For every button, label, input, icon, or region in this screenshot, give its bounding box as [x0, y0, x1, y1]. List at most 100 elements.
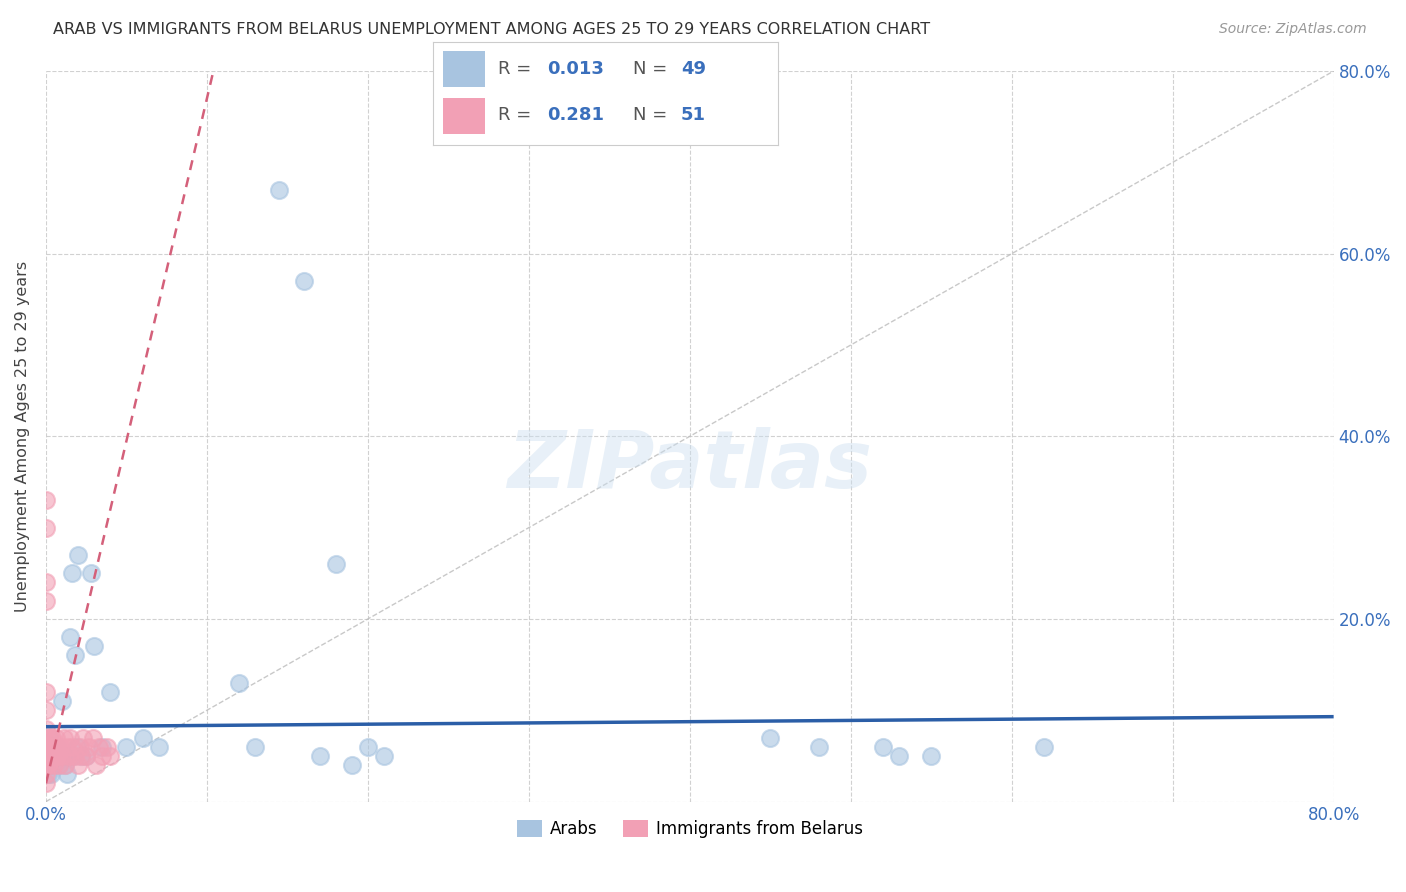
Point	[35, 703, 58, 717]
Point	[56, 739, 79, 754]
Point	[35, 685, 58, 699]
Text: 49: 49	[681, 60, 706, 78]
Text: R =: R =	[499, 60, 537, 78]
Point	[920, 748, 942, 763]
Point	[340, 758, 363, 772]
Point	[807, 739, 830, 754]
Point	[37, 731, 59, 745]
Point	[269, 183, 291, 197]
Point	[45, 731, 67, 745]
Point	[46, 739, 69, 754]
Point	[58, 748, 80, 763]
Point	[75, 748, 97, 763]
Point	[35, 767, 58, 781]
Point	[80, 566, 103, 581]
Text: N =: N =	[633, 60, 673, 78]
Point	[84, 758, 107, 772]
Point	[67, 548, 90, 562]
Point	[51, 748, 73, 763]
Point	[35, 521, 58, 535]
Point	[52, 748, 75, 763]
Point	[38, 758, 60, 772]
Point	[62, 748, 84, 763]
Point	[45, 748, 67, 763]
Point	[35, 593, 58, 607]
Point	[39, 748, 62, 763]
Point	[292, 274, 315, 288]
Text: ZIPatlas: ZIPatlas	[508, 426, 872, 505]
Point	[759, 731, 782, 745]
Point	[41, 731, 63, 745]
Point	[39, 731, 62, 745]
Point	[37, 739, 59, 754]
Point	[373, 748, 395, 763]
Point	[357, 739, 380, 754]
Point	[41, 758, 63, 772]
Point	[245, 739, 267, 754]
Point	[35, 776, 58, 790]
Point	[35, 722, 58, 736]
Point	[58, 748, 80, 763]
FancyBboxPatch shape	[443, 51, 485, 87]
Point	[60, 739, 83, 754]
Point	[91, 748, 114, 763]
Point	[872, 739, 894, 754]
Point	[56, 767, 79, 781]
Point	[46, 748, 69, 763]
Point	[70, 748, 93, 763]
Point	[53, 758, 76, 772]
Point	[60, 566, 83, 581]
Text: N =: N =	[633, 106, 673, 124]
Legend: Arabs, Immigrants from Belarus: Arabs, Immigrants from Belarus	[510, 813, 870, 845]
Point	[38, 731, 60, 745]
Point	[59, 731, 82, 745]
Point	[41, 748, 63, 763]
Point	[325, 557, 347, 571]
Point	[42, 739, 65, 754]
Point	[91, 739, 114, 754]
Point	[70, 748, 93, 763]
Point	[35, 758, 58, 772]
Point	[42, 758, 65, 772]
Y-axis label: Unemployment Among Ages 25 to 29 years: Unemployment Among Ages 25 to 29 years	[15, 260, 30, 612]
Point	[39, 739, 62, 754]
Point	[48, 758, 70, 772]
Point	[131, 731, 153, 745]
Point	[72, 731, 94, 745]
Point	[37, 758, 59, 772]
Point	[37, 748, 59, 763]
Text: ARAB VS IMMIGRANTS FROM BELARUS UNEMPLOYMENT AMONG AGES 25 TO 29 YEARS CORRELATI: ARAB VS IMMIGRANTS FROM BELARUS UNEMPLOY…	[53, 22, 931, 37]
Point	[37, 748, 59, 763]
Point	[887, 748, 910, 763]
Text: 0.013: 0.013	[547, 60, 603, 78]
Point	[35, 758, 58, 772]
Point	[53, 758, 76, 772]
Point	[98, 685, 121, 699]
Point	[49, 748, 72, 763]
Point	[308, 748, 330, 763]
Point	[115, 739, 138, 754]
Point	[37, 758, 59, 772]
Point	[45, 748, 67, 763]
Point	[82, 731, 104, 745]
Point	[75, 748, 97, 763]
Text: 51: 51	[681, 106, 706, 124]
Point	[69, 739, 91, 754]
Point	[42, 739, 65, 754]
Point	[39, 767, 62, 781]
Point	[148, 739, 170, 754]
FancyBboxPatch shape	[443, 98, 485, 134]
Point	[46, 739, 69, 754]
Point	[1032, 739, 1054, 754]
Point	[65, 739, 87, 754]
Point	[51, 694, 73, 708]
Point	[38, 748, 60, 763]
Point	[52, 731, 75, 745]
Point	[63, 748, 86, 763]
Point	[35, 748, 58, 763]
Point	[37, 767, 59, 781]
Text: R =: R =	[499, 106, 537, 124]
Text: 0.281: 0.281	[547, 106, 603, 124]
Point	[96, 739, 118, 754]
Point	[35, 739, 58, 754]
